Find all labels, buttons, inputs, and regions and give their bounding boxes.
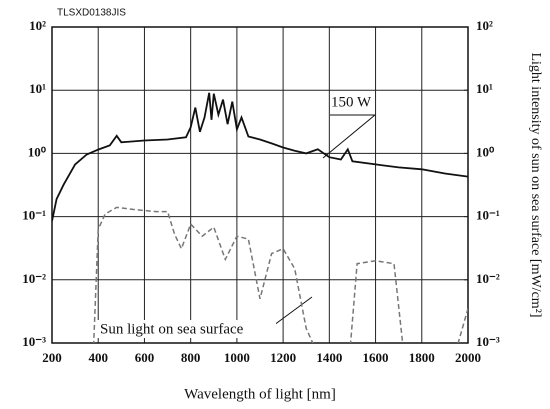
x-tick-label: 400 [88,350,108,365]
y-tick-label: 10¹ [29,81,46,96]
x-tick-label: 600 [135,350,155,365]
x-axis-label: Wavelength of light [nm] [184,386,336,402]
y2-tick-label: 10⁻² [476,271,500,286]
y-tick-label: 10⁻³ [22,334,46,349]
y2-tick-label: 10⁻¹ [476,208,500,223]
annotation: 150 W [331,94,372,110]
y2-tick-label: 10¹ [476,81,493,96]
x-tick-label: 1400 [316,350,342,365]
y2-tick-label: 10² [476,18,493,33]
x-tick-label: 1000 [224,350,250,365]
y2-tick-label: 10⁰ [476,144,495,159]
plot-frame [51,26,469,344]
annotation-arrow [269,296,313,329]
data-line [92,206,468,343]
x-tick-label: 800 [181,350,201,365]
x-tick-label: 1600 [363,350,389,365]
y-tick-label: 10⁻² [22,271,46,286]
x-tick-label: 200 [42,350,62,365]
figure-code: TLSXD0138JIS [57,8,126,19]
annotation-arrow [322,114,376,159]
y-tick-label: 10⁰ [28,144,47,159]
data-line [52,92,468,222]
annotation-background [96,320,276,338]
x-tick-label: 1200 [270,350,296,365]
x-tick-label: 2000 [455,350,481,365]
y-tick-label: 10² [29,18,46,33]
y-tick-label: 10⁻¹ [22,208,46,223]
y2-tick-label: 10⁻³ [476,334,500,349]
plot-area [52,92,468,343]
annotation: Sun light on sea surface [100,321,244,337]
y2-axis-label: Light intensity of sun on sea surface [m… [528,52,543,317]
x-tick-label: 1800 [409,350,435,365]
